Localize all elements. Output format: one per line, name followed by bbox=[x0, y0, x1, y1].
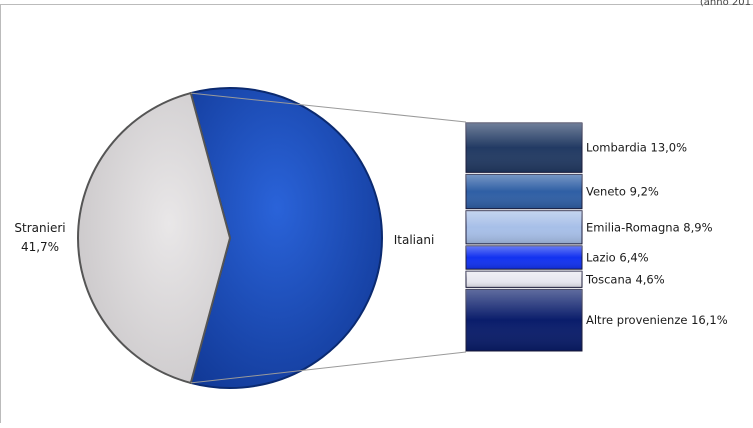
bar-segment-shine-altre-provenienze bbox=[466, 289, 582, 351]
labels: Lombardia 13,0% Veneto 9,2% Emilia-Romagna… bbox=[14, 141, 727, 328]
bar-label-emilia-romagna: Emilia-Romagna 8,9% bbox=[586, 220, 713, 234]
connector-bottom bbox=[190, 351, 467, 384]
pie-label-italiani: Italiani bbox=[394, 233, 435, 247]
connector-top bbox=[190, 92, 467, 123]
pie-slice-italiani bbox=[189, 87, 383, 389]
pie-group bbox=[77, 87, 383, 389]
bar-segment-shine-lazio bbox=[466, 245, 582, 270]
bar-label-lombardia: Lombardia 13,0% bbox=[586, 141, 687, 155]
bar-segment-shine-lombardia bbox=[466, 123, 582, 173]
connector-lines bbox=[190, 92, 467, 384]
bar-label-altre-provenienze: Altre provenienze 16,1% bbox=[586, 313, 728, 327]
corner-text: (anno 201 bbox=[699, 0, 751, 8]
bar-label-toscana: Toscana 4,6% bbox=[585, 272, 665, 286]
bar-segment-shine-veneto bbox=[466, 174, 582, 209]
bar-label-veneto: Veneto 9,2% bbox=[586, 185, 659, 199]
pie-label-stranieri: Stranieri bbox=[14, 221, 65, 235]
pie-value-stranieri: 41,7% bbox=[21, 240, 59, 254]
bar-segment-shine-toscana bbox=[466, 271, 582, 288]
pie-slice-stranieri bbox=[77, 91, 232, 385]
stacked-bar bbox=[465, 122, 583, 352]
bar-label-lazio: Lazio 6,4% bbox=[586, 251, 649, 265]
bar-segment-shine-emilia-romagna bbox=[466, 210, 582, 244]
